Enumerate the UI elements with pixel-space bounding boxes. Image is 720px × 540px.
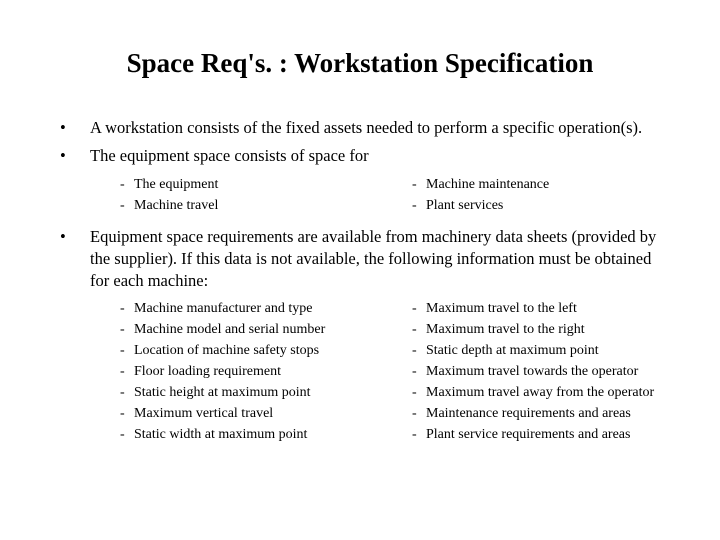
bullet-marker: • — [56, 145, 90, 167]
list-item: • A workstation consists of the fixed as… — [56, 117, 664, 139]
sub-list-item: -Machine travel — [120, 195, 372, 216]
sub-list-right: -Machine maintenance -Plant services — [412, 174, 664, 216]
slide-title: Space Req's. : Workstation Specification — [56, 48, 664, 79]
sub-item-text: Plant service requirements and areas — [426, 424, 664, 445]
sub-list-item: -Floor loading requirement — [120, 361, 372, 382]
sub-item-text: Machine travel — [134, 195, 372, 216]
sub-item-text: The equipment — [134, 174, 372, 195]
sub-item-text: Maximum travel to the right — [426, 319, 664, 340]
sub-item-text: Static height at maximum point — [134, 382, 372, 403]
sub-list-columns: -The equipment -Machine travel -Machine … — [120, 174, 664, 216]
sub-list-item: -Machine maintenance — [412, 174, 664, 195]
sub-item-text: Maximum vertical travel — [134, 403, 372, 424]
sub-list-item: -Maximum vertical travel — [120, 403, 372, 424]
dash-marker: - — [120, 319, 134, 340]
dash-marker: - — [120, 340, 134, 361]
dash-marker: - — [412, 195, 426, 216]
list-item-text: Equipment space requirements are availab… — [90, 226, 664, 293]
sub-list-item: -Location of machine safety stops — [120, 340, 372, 361]
sub-item-text: Maximum travel away from the operator — [426, 382, 664, 403]
sub-item-text: Machine model and serial number — [134, 319, 372, 340]
dash-marker: - — [412, 403, 426, 424]
sub-list-item: -Machine model and serial number — [120, 319, 372, 340]
sub-item-text: Static width at maximum point — [134, 424, 372, 445]
sub-list-item: -Maximum travel towards the operator — [412, 361, 664, 382]
sub-list-item: -Maximum travel to the right — [412, 319, 664, 340]
sub-item-text: Maximum travel to the left — [426, 298, 664, 319]
sub-list-item: -Machine manufacturer and type — [120, 298, 372, 319]
sub-list-item: -Maintenance requirements and areas — [412, 403, 664, 424]
sub-list-right: -Maximum travel to the left -Maximum tra… — [412, 298, 664, 445]
sub-list-item: -Maximum travel to the left — [412, 298, 664, 319]
dash-marker: - — [412, 298, 426, 319]
sub-list-item: -Plant service requirements and areas — [412, 424, 664, 445]
dash-marker: - — [120, 298, 134, 319]
list-item-text: A workstation consists of the fixed asse… — [90, 117, 664, 139]
sub-item-text: Floor loading requirement — [134, 361, 372, 382]
dash-marker: - — [412, 382, 426, 403]
dash-marker: - — [120, 424, 134, 445]
bullet-marker: • — [56, 226, 90, 293]
sub-list-left: -Machine manufacturer and type -Machine … — [120, 298, 372, 445]
sub-list-container: -Machine manufacturer and type -Machine … — [56, 298, 664, 445]
sub-item-text: Machine manufacturer and type — [134, 298, 372, 319]
dash-marker: - — [120, 174, 134, 195]
sub-list-item: -Static width at maximum point — [120, 424, 372, 445]
bullet-marker: • — [56, 117, 90, 139]
dash-marker: - — [412, 174, 426, 195]
dash-marker: - — [412, 319, 426, 340]
sub-list-item: -Static height at maximum point — [120, 382, 372, 403]
dash-marker: - — [120, 382, 134, 403]
dash-marker: - — [120, 403, 134, 424]
sub-list-container: -The equipment -Machine travel -Machine … — [56, 174, 664, 216]
dash-marker: - — [120, 361, 134, 382]
sub-list-columns: -Machine manufacturer and type -Machine … — [120, 298, 664, 445]
sub-item-text: Maximum travel towards the operator — [426, 361, 664, 382]
list-item: • Equipment space requirements are avail… — [56, 226, 664, 293]
sub-item-text: Static depth at maximum point — [426, 340, 664, 361]
sub-list-item: -Static depth at maximum point — [412, 340, 664, 361]
sub-item-text: Location of machine safety stops — [134, 340, 372, 361]
dash-marker: - — [412, 361, 426, 382]
sub-item-text: Machine maintenance — [426, 174, 664, 195]
list-item-text: The equipment space consists of space fo… — [90, 145, 664, 167]
sub-list-left: -The equipment -Machine travel — [120, 174, 372, 216]
sub-list-item: -Plant services — [412, 195, 664, 216]
sub-list-item: -Maximum travel away from the operator — [412, 382, 664, 403]
sub-item-text: Maintenance requirements and areas — [426, 403, 664, 424]
list-item: • The equipment space consists of space … — [56, 145, 664, 167]
sub-list-item: -The equipment — [120, 174, 372, 195]
dash-marker: - — [412, 340, 426, 361]
dash-marker: - — [412, 424, 426, 445]
sub-item-text: Plant services — [426, 195, 664, 216]
dash-marker: - — [120, 195, 134, 216]
main-bullet-list: • A workstation consists of the fixed as… — [56, 117, 664, 445]
